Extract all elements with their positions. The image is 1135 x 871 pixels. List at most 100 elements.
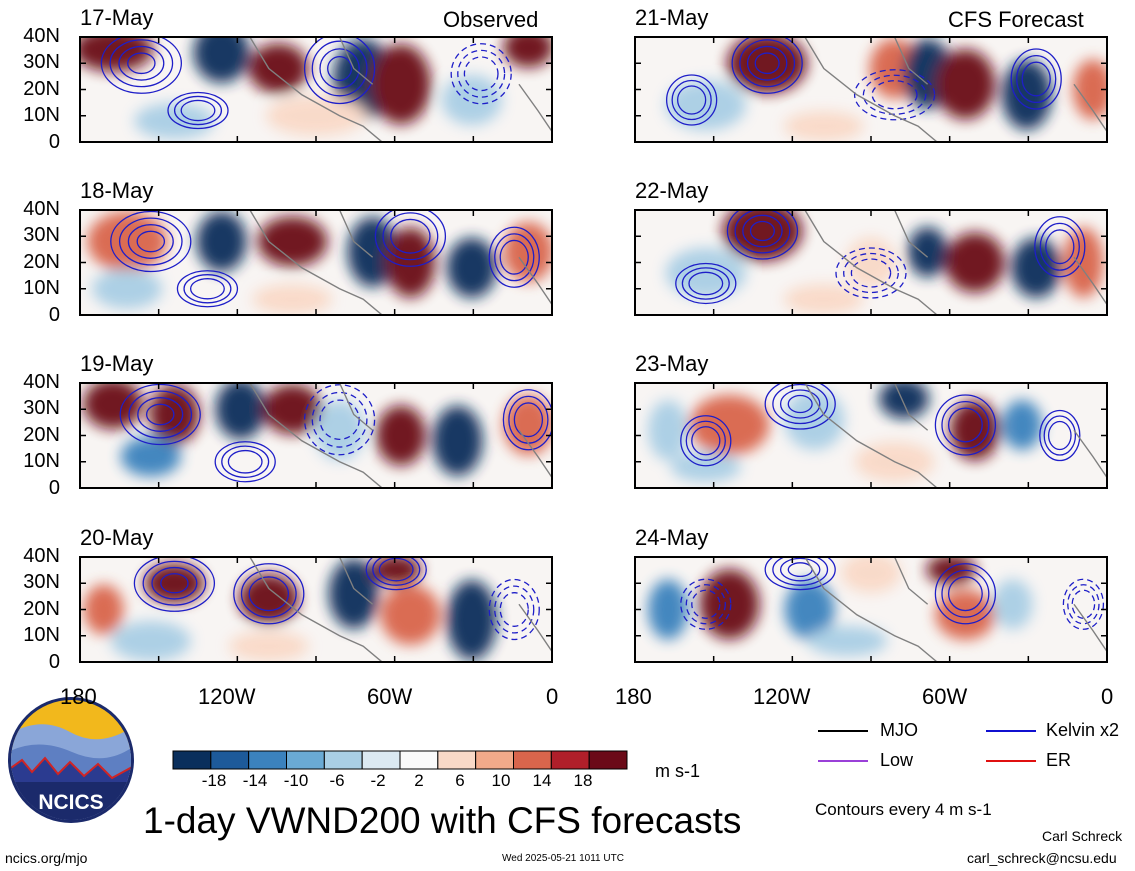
anomaly-blob xyxy=(648,579,689,640)
kelvin-contour xyxy=(137,397,184,432)
anomaly-blob xyxy=(196,211,247,272)
anomaly-blob xyxy=(503,395,552,455)
kelvin-contour xyxy=(742,214,783,248)
lat-label: 30N xyxy=(23,51,60,73)
lon-label-left-120w: 120W xyxy=(198,684,256,709)
anomaly-blob xyxy=(783,111,864,142)
kelvin-contour xyxy=(665,74,718,126)
anomaly-blob xyxy=(80,37,154,72)
kelvin-contour xyxy=(1067,584,1100,625)
lat-label: 40N xyxy=(23,25,60,47)
lat-label: 10N xyxy=(23,624,60,646)
kelvin-contour xyxy=(1021,61,1051,97)
coastline xyxy=(249,210,552,315)
anomaly-blob xyxy=(446,237,497,298)
anomaly-blob xyxy=(441,75,502,125)
kelvin-contour xyxy=(1039,222,1080,271)
kelvin-contour xyxy=(947,407,983,443)
kelvin-contour xyxy=(843,252,899,294)
kelvin-contour xyxy=(319,48,360,89)
kelvin-contour xyxy=(167,91,229,130)
anomaly-blob xyxy=(120,436,181,477)
colorbar-tick: -18 xyxy=(201,771,227,790)
kelvin-contour xyxy=(680,578,732,630)
kelvin-contour xyxy=(1045,229,1075,265)
kelvin-contour xyxy=(1071,589,1096,619)
anomaly-blob xyxy=(722,210,803,261)
figure-title: 1-day VWND200 with CFS forecasts xyxy=(143,800,742,841)
anomaly-blob xyxy=(784,389,845,450)
kelvin-contour xyxy=(726,210,799,260)
anomaly-blob xyxy=(92,268,163,309)
kelvin-contour xyxy=(142,560,207,606)
kelvin-contour xyxy=(127,224,174,259)
map-panel xyxy=(79,36,553,143)
colorbar-swatch xyxy=(248,750,288,770)
kelvin-contour xyxy=(934,394,997,456)
legend-label-low: Low xyxy=(880,750,914,770)
lat-label: 40N xyxy=(23,198,60,220)
kelvin-contour xyxy=(1062,578,1105,630)
kelvin-contour xyxy=(779,389,821,419)
kelvin-contour xyxy=(303,384,376,456)
kelvin-contour xyxy=(183,274,232,304)
kelvin-contour xyxy=(327,55,353,82)
anomaly-blob xyxy=(944,232,1005,293)
legend-label-er: ER xyxy=(1046,750,1072,770)
anomaly-blob xyxy=(248,43,309,94)
kelvin-contour xyxy=(1016,54,1057,104)
anomaly-blob xyxy=(670,452,741,482)
map-panel xyxy=(79,556,553,663)
lat-label: 40N xyxy=(23,545,60,567)
lon-label-left-180: 180 xyxy=(60,684,97,709)
footer-timestamp: Wed 2025-05-21 1011 UTC xyxy=(502,853,624,864)
kelvin-contour xyxy=(853,69,936,121)
kelvin-contour xyxy=(787,394,813,414)
anomaly-blob xyxy=(193,37,250,83)
lon-label-left-0: 0 xyxy=(546,684,559,709)
anomaly-blob xyxy=(385,227,436,298)
lat-label: 10N xyxy=(23,104,60,126)
coastline xyxy=(804,37,1107,142)
panel-date-obs-3: 19-May xyxy=(80,351,154,376)
colorbar-swatch xyxy=(323,750,363,770)
kelvin-contour xyxy=(779,557,821,582)
kelvin-contour xyxy=(240,569,297,618)
kelvin-contour xyxy=(180,99,216,122)
colorbar-swatch xyxy=(361,750,401,770)
panel-date-fc-2: 22-May xyxy=(635,178,709,203)
anomaly-blob xyxy=(380,584,441,645)
anomaly-blob xyxy=(992,579,1033,630)
kelvin-contour xyxy=(676,85,707,115)
colorbar-swatch xyxy=(399,750,439,770)
anomaly-blob xyxy=(935,49,996,120)
lon-label-left-60w: 60W xyxy=(367,684,413,709)
logo-text: NCICS xyxy=(38,791,103,814)
kelvin-contour xyxy=(681,267,730,300)
colorbar-tick: 14 xyxy=(532,771,552,790)
anomaly-blob xyxy=(1072,59,1107,120)
anomaly-blob xyxy=(784,579,835,640)
anomaly-blob xyxy=(841,557,901,593)
lat-label: 30N xyxy=(23,571,60,593)
map-panel xyxy=(634,36,1108,143)
map-panel xyxy=(79,209,553,316)
lat-label: 30N xyxy=(23,397,60,419)
lat-label: 10N xyxy=(23,450,60,472)
kelvin-contour xyxy=(688,271,724,296)
kelvin-contour xyxy=(862,74,927,115)
lat-label: 20N xyxy=(23,598,60,620)
panel-date-fc-3: 23-May xyxy=(635,351,709,376)
kelvin-contour xyxy=(941,569,990,618)
units-label: m s-1 xyxy=(655,761,700,781)
anomaly-blob xyxy=(689,395,770,455)
colorbar-tick: 18 xyxy=(573,771,593,790)
anomaly-blob xyxy=(228,631,309,662)
kelvin-contour xyxy=(871,80,918,110)
kelvin-contour xyxy=(772,557,829,586)
kelvin-contour xyxy=(749,220,775,242)
lon-label-right-60w: 60W xyxy=(922,684,968,709)
colorbar-tick: -10 xyxy=(283,771,309,790)
anomaly-blob xyxy=(699,569,760,640)
anomaly-blob xyxy=(144,563,205,604)
